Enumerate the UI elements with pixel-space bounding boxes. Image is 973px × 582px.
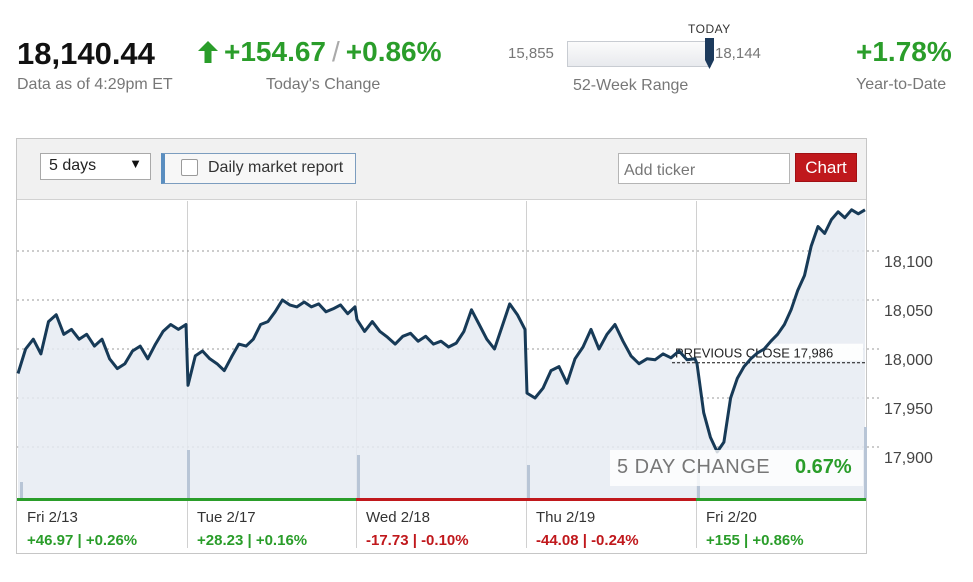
daily-report-checkbox[interactable] — [181, 159, 198, 176]
time-range-value: 5 days — [49, 157, 97, 174]
previous-close-label: PREVIOUS CLOSE 17,986 — [675, 346, 833, 361]
day-label: Fri 2/13 — [27, 509, 78, 526]
chevron-down-icon: ▼ — [129, 156, 142, 171]
todays-change: +154.67/+0.86% — [198, 36, 442, 70]
week52-low: 15,855 — [508, 45, 554, 62]
y-tick-label: 18,000 — [884, 352, 933, 369]
y-tick-label: 18,050 — [884, 303, 933, 320]
volume-bar — [864, 427, 867, 498]
week52-range-label: 52-Week Range — [573, 77, 689, 94]
day-change: +46.97 | +0.26% — [27, 532, 137, 549]
week52-today-label: TODAY — [688, 22, 731, 36]
day-baseline — [526, 498, 696, 501]
change-points: +154.67 — [224, 36, 326, 67]
change-percent: +0.86% — [345, 36, 442, 67]
day-label: Wed 2/18 — [366, 509, 430, 526]
y-tick-label: 18,100 — [884, 254, 933, 271]
day-baseline — [696, 498, 866, 501]
change-separator: / — [332, 36, 340, 67]
daily-report-label: Daily market report — [208, 159, 344, 176]
up-arrow-icon — [198, 38, 218, 70]
day-baseline — [187, 498, 356, 501]
day-label: Thu 2/19 — [536, 509, 595, 526]
day-baseline — [356, 498, 526, 501]
five-day-change-box — [610, 450, 863, 486]
five-day-change-value: 0.67% — [795, 456, 852, 478]
volume-bar — [357, 455, 360, 498]
week52-high: 18,144 — [715, 45, 761, 62]
index-price: 18,140.44 — [17, 36, 155, 71]
y-tick-label: 17,900 — [884, 450, 933, 467]
day-change: -17.73 | -0.10% — [366, 532, 469, 549]
ytd-change: +1.78% — [856, 36, 952, 67]
day-change: -44.08 | -0.24% — [536, 532, 639, 549]
day-change: +155 | +0.86% — [706, 532, 804, 549]
chart-button[interactable]: Chart — [795, 153, 857, 182]
five-day-change-label: 5 DAY CHANGE — [617, 456, 770, 478]
y-tick-label: 17,950 — [884, 401, 933, 418]
ytd-label: Year-to-Date — [856, 76, 947, 93]
time-range-select[interactable]: 5 days ▼ — [40, 153, 151, 180]
week52-today-marker — [705, 38, 714, 69]
data-timestamp: Data as of 4:29pm ET — [17, 76, 173, 93]
day-label: Fri 2/20 — [706, 509, 757, 526]
price-line — [16, 208, 866, 454]
day-change: +28.23 | +0.16% — [197, 532, 307, 549]
price-area — [18, 209, 865, 499]
day-label: Tue 2/17 — [197, 509, 256, 526]
day-baseline — [17, 498, 187, 501]
week52-range-bar — [567, 41, 711, 67]
add-ticker-input[interactable] — [618, 153, 790, 184]
volume-bar — [20, 482, 23, 498]
volume-bar — [527, 465, 530, 498]
previous-close-label-bg — [671, 343, 863, 361]
todays-change-label: Today's Change — [266, 76, 381, 93]
volume-bar — [187, 450, 190, 498]
